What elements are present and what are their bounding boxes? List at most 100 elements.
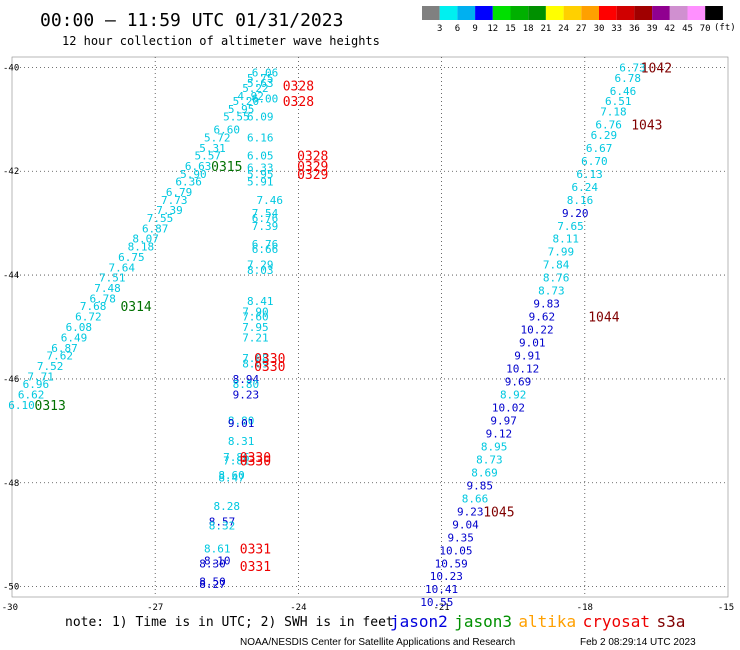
pass-time-label: 0328 <box>297 150 328 165</box>
colorbar-label: 21 <box>540 24 551 34</box>
wave-height-point: 6.49 <box>61 331 88 344</box>
wave-height-point: 6.06 <box>252 67 279 80</box>
y-tick-label: -50 <box>3 583 19 593</box>
wave-height-point: 7.84 <box>543 259 570 272</box>
pass-time-label: 0329 <box>297 168 328 183</box>
wave-height-point: 7.95 <box>242 321 269 334</box>
wave-height-point: 9.01 <box>228 417 255 430</box>
wave-height-point: 6.78 <box>615 72 642 85</box>
wave-height-point: 4.92 <box>237 90 264 103</box>
wave-height-point: 6.08 <box>66 321 93 334</box>
colorbar-swatch <box>599 6 617 20</box>
wave-height-point: 5.90 <box>180 168 207 181</box>
wave-height-point: 7.29 <box>247 259 274 272</box>
wave-height-point: 8.11 <box>552 233 579 246</box>
wave-height-point: 10.59 <box>435 557 468 570</box>
wave-height-point: 8.69 <box>242 357 269 370</box>
pass-time-label: 0330 <box>254 360 285 375</box>
wave-height-point: 9.20 <box>562 207 589 220</box>
wave-height-point: 7.65 <box>557 220 584 233</box>
wave-height-point: 5.22 <box>242 82 269 95</box>
wave-height-point: 6.75 <box>118 251 145 264</box>
wave-height-point: 6.76 <box>252 238 279 251</box>
pass-time-label: 0330 <box>240 454 271 469</box>
wave-height-point: 6.60 <box>214 124 241 137</box>
wave-height-point: 6.66 <box>252 243 279 256</box>
wave-height-point: 6.72 <box>75 311 102 324</box>
pass-time-label: 0331 <box>240 543 271 558</box>
colorbar-swatch <box>616 6 635 20</box>
footer-note: note: 1) Time is in UTC; 2) SWH is in fe… <box>65 615 394 630</box>
wave-height-point: 5.95 <box>228 103 255 116</box>
wave-height-point: 6.51 <box>605 95 632 108</box>
satellite-legend: jason2 jason3 altika cryosat s3a <box>390 612 685 631</box>
pass-time-label: 0330 <box>254 352 285 367</box>
wave-height-point: 7.73 <box>161 194 188 207</box>
colorbar-swatch <box>705 6 723 20</box>
wave-height-point: 10.22 <box>521 324 554 337</box>
colorbar-label: 39 <box>647 24 658 34</box>
wave-height-point: 6.76 <box>595 119 622 132</box>
wave-height-point: 7.46 <box>257 194 284 207</box>
colorbar-unit: (ft) <box>714 23 736 33</box>
wave-height-point: 8.41 <box>247 295 274 308</box>
wave-height-point: 10.23 <box>430 570 463 583</box>
wave-height-point: 6.46 <box>610 85 637 98</box>
time-labels: 0328032803280329032903150314031303300330… <box>35 61 673 574</box>
wave-height-point: 6.09 <box>247 111 274 124</box>
colorbar-label: 18 <box>523 24 534 34</box>
colorbar-swatch <box>528 6 546 20</box>
pass-time-label: 1045 <box>483 505 514 520</box>
colorbar-label: 36 <box>629 24 640 34</box>
wave-height-point: 10.05 <box>439 544 472 557</box>
wave-height-point: 8.76 <box>543 272 570 285</box>
wave-height-point: 8.50 <box>199 575 226 588</box>
wave-height-point: 6.05 <box>247 150 274 163</box>
wave-height-point: 5.72 <box>204 131 231 144</box>
wave-height-point: 8.94 <box>233 373 260 386</box>
colorbar-swatch <box>687 6 706 20</box>
wave-height-point: 6.29 <box>591 129 618 142</box>
wave-height-point: 8.27 <box>199 578 226 591</box>
colorbar-swatch <box>457 6 476 20</box>
legend-entry-jason2: jason2 <box>390 612 448 631</box>
wave-height-point: 8.92 <box>500 389 527 402</box>
wave-height-point: 6.76 <box>252 212 279 225</box>
colorbar-label: 42 <box>664 24 675 34</box>
wave-height-point: 9.23 <box>457 505 484 518</box>
wave-height-point: 8.18 <box>128 241 155 254</box>
wave-height-point: 6.63 <box>185 160 212 173</box>
wave-height-point: 10.12 <box>506 363 539 376</box>
wave-height-point: 7.71 <box>27 370 54 383</box>
wave-height-point: 9.97 <box>490 414 517 427</box>
wave-height-point: 6.00 <box>252 93 279 106</box>
footer-credit: NOAA/NESDIS Center for Satellite Applica… <box>240 637 515 648</box>
wave-height-point: 8.30 <box>199 557 226 570</box>
wave-height-point: 9.04 <box>452 518 479 531</box>
colorbar-swatch <box>439 6 458 20</box>
colorbar-swatch <box>475 6 493 20</box>
wave-height-point: 8.47 <box>218 472 245 485</box>
colorbar-label: 33 <box>611 24 622 34</box>
colorbar-swatch <box>545 6 564 20</box>
wave-height-point: 8.69 <box>471 466 498 479</box>
wave-height-point: 6.67 <box>586 142 613 155</box>
data-points: 6.065.755.635.224.926.005.205.955.556.09… <box>8 61 645 609</box>
wave-height-point: 7.60 <box>242 311 269 324</box>
colorbar-label: 6 <box>455 24 460 34</box>
wave-height-point: 5.31 <box>199 142 226 155</box>
pass-time-label: 0331 <box>240 560 271 575</box>
wave-height-point: 7.68 <box>80 300 107 313</box>
wave-height-point: 5.75 <box>247 72 274 85</box>
wave-height-point: 7.99 <box>548 246 575 259</box>
x-tick-label: -24 <box>290 603 306 613</box>
wave-height-point: 6.73 <box>619 61 646 74</box>
y-tick-label: -46 <box>3 375 19 385</box>
wave-height-point: 6.87 <box>142 222 169 235</box>
wave-height-point: 9.83 <box>533 298 560 311</box>
y-tick-label: -44 <box>3 271 19 281</box>
wave-height-point: 8.32 <box>209 519 236 532</box>
wave-height-point: 9.62 <box>529 311 556 324</box>
wave-height-point: 6.24 <box>572 181 599 194</box>
